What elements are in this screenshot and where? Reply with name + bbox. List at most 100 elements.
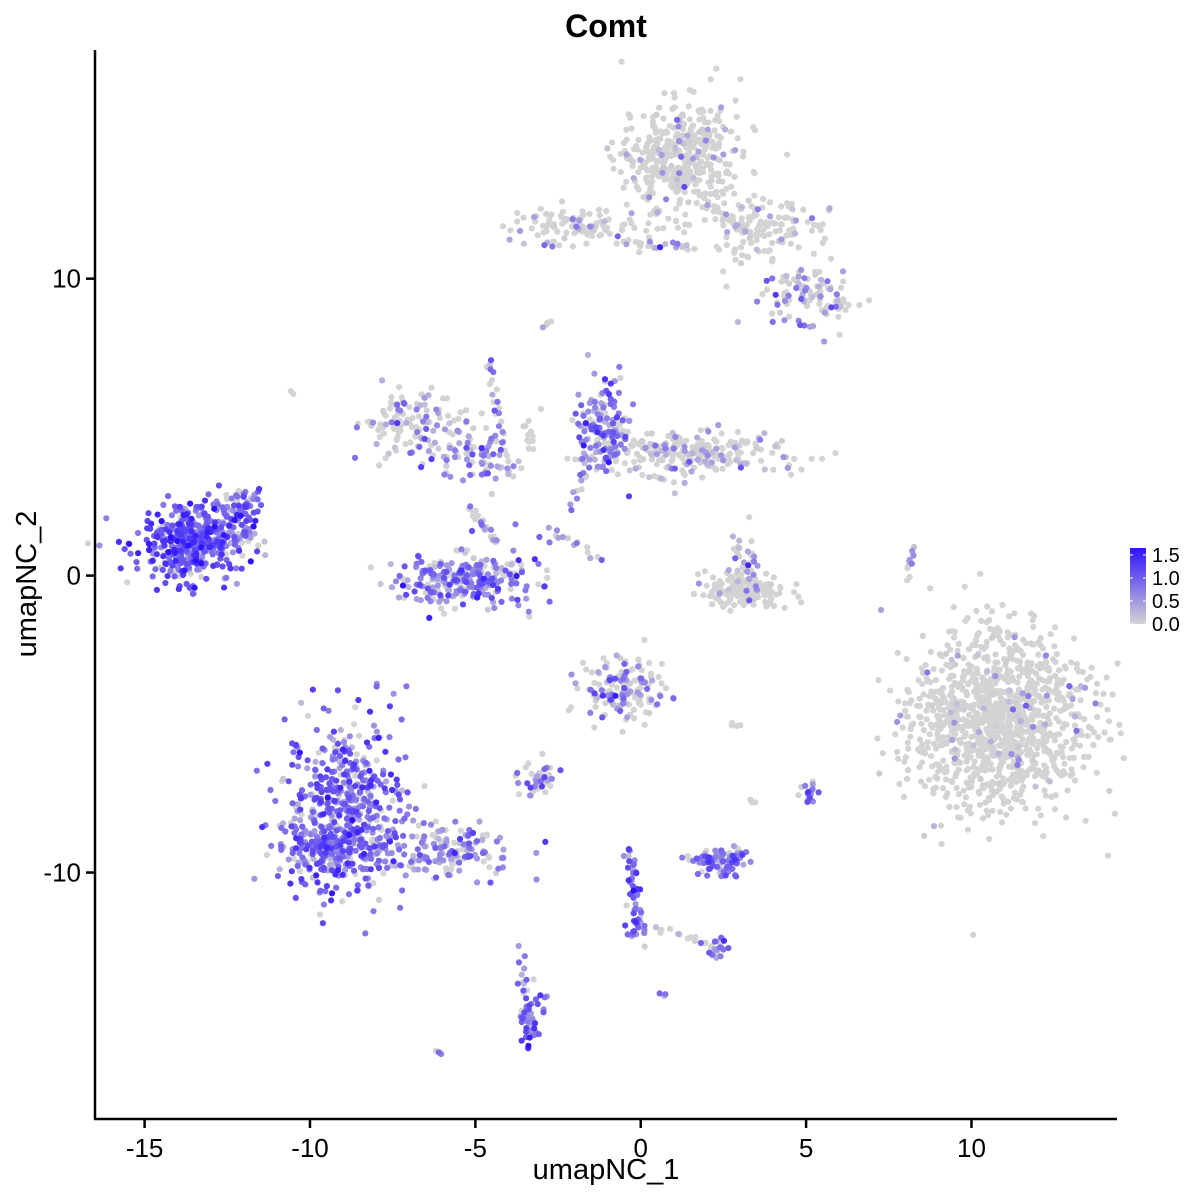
cell-point [198, 533, 205, 540]
cell-point [588, 426, 595, 433]
cell-point [268, 842, 275, 850]
cell-point [926, 731, 933, 738]
cell-point [1082, 817, 1089, 824]
cell-point [351, 721, 358, 728]
cell-point [373, 757, 380, 764]
cell-point [518, 569, 526, 576]
cell-point [577, 471, 584, 478]
cell-point [675, 123, 682, 130]
x-tick-label: -15 [126, 1133, 164, 1163]
cell-point [1051, 737, 1058, 744]
cell-point [599, 463, 606, 470]
cell-point [636, 249, 643, 256]
cell-point [587, 709, 594, 717]
cell-point [947, 672, 955, 679]
cell-point [1060, 697, 1067, 704]
cell-point [675, 451, 682, 458]
cell-point [382, 858, 389, 865]
cell-point [280, 820, 287, 827]
cell-point [521, 953, 528, 960]
cell-point [657, 135, 664, 142]
cell-point [769, 219, 776, 226]
cell-point [761, 233, 768, 240]
cell-point [988, 709, 996, 716]
cell-point [569, 216, 576, 223]
cell-point [528, 225, 535, 232]
cell-point [568, 704, 575, 711]
cell-point [437, 592, 444, 599]
cell-point [766, 247, 774, 254]
cell-point [203, 519, 211, 527]
cell-point [737, 464, 745, 471]
cell-point [684, 935, 692, 942]
cell-point [940, 684, 947, 692]
cell-point [411, 588, 418, 595]
cell-point [329, 756, 336, 763]
cell-point [518, 1037, 525, 1044]
cell-point [226, 529, 233, 536]
cell-point [374, 850, 381, 857]
cell-point [512, 521, 519, 528]
cell-point [582, 420, 589, 427]
cell-point [900, 793, 908, 801]
cell-point [648, 430, 656, 437]
cell-point [382, 455, 389, 462]
cell-point [948, 688, 956, 695]
cell-point [531, 214, 538, 221]
cell-point [414, 846, 421, 853]
cell-point [1077, 697, 1084, 704]
cell-point [704, 202, 711, 209]
cell-point [600, 404, 607, 411]
cell-point [1019, 690, 1026, 697]
cell-point [470, 425, 477, 432]
cell-point [766, 213, 774, 220]
x-axis-ticks: -15 -10 -5 0 5 10 [126, 1119, 986, 1163]
cell-point [927, 679, 934, 686]
cell-point [708, 459, 716, 466]
cell-point [1026, 746, 1033, 753]
cell-point [731, 173, 738, 180]
cell-point [616, 363, 623, 370]
cell-point [600, 446, 607, 454]
cell-point [681, 448, 688, 455]
cell-point [689, 449, 696, 457]
cell-point [693, 200, 700, 207]
cell-point [151, 540, 158, 547]
cell-point [1061, 760, 1068, 767]
cell-point [718, 452, 725, 459]
cell-point [498, 418, 505, 425]
cell-point [572, 680, 579, 687]
cell-point [354, 882, 361, 889]
cell-point [974, 710, 981, 717]
cell-point [685, 138, 693, 145]
cell-point [377, 580, 384, 588]
cell-point [1020, 651, 1027, 659]
cell-point [525, 417, 532, 424]
cell-point [487, 462, 495, 469]
cell-point [367, 792, 374, 799]
cell-point [463, 407, 470, 414]
cell-point [514, 596, 521, 603]
cell-point [527, 784, 534, 791]
cell-point [795, 244, 802, 251]
cell-point [816, 300, 823, 307]
cell-point [381, 785, 388, 792]
cell-point [1024, 673, 1031, 680]
cell-point [231, 517, 238, 524]
cell-point [998, 819, 1006, 826]
cell-point [317, 887, 324, 894]
cell-point [369, 419, 377, 426]
cell-point [989, 691, 996, 698]
cell-point [791, 230, 799, 237]
cell-point [319, 760, 326, 767]
cell-point [603, 415, 611, 422]
cell-point [839, 268, 847, 275]
cell-point [732, 147, 739, 154]
cell-point [645, 154, 653, 161]
cell-point [573, 223, 580, 230]
cell-point [727, 128, 735, 135]
cell-point [494, 585, 502, 592]
cell-point [585, 408, 592, 415]
cell-point [103, 515, 110, 522]
